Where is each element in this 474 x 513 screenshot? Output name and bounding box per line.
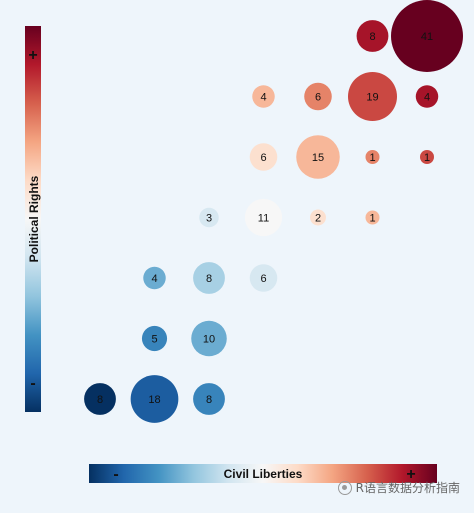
bubble: 5 bbox=[141, 325, 168, 352]
bubble-label: 8 bbox=[206, 273, 212, 285]
bubble: 8 bbox=[193, 262, 225, 294]
bubble: 8 bbox=[84, 383, 116, 415]
bubble-circle bbox=[199, 207, 219, 228]
bubble-label: 3 bbox=[206, 213, 212, 225]
bubble: 1 bbox=[365, 150, 380, 164]
bubble-layer: 8 18 85 104 8 63 11 2 16 15 1 14 6 19 48 41 bbox=[84, 0, 463, 423]
bubble-label: 19 bbox=[366, 92, 378, 104]
bubble: 6 bbox=[304, 82, 332, 111]
bubble-label: 2 bbox=[315, 213, 321, 225]
bubble-circle bbox=[365, 150, 380, 164]
bubble-circle bbox=[365, 210, 380, 225]
bubble: 1 bbox=[420, 150, 434, 164]
bubble-label: 4 bbox=[151, 273, 157, 285]
bubble-circle bbox=[191, 320, 227, 357]
bubble-label: 8 bbox=[369, 31, 375, 43]
bubble-circle bbox=[420, 150, 434, 164]
bubble: 18 bbox=[130, 375, 179, 423]
x-axis-title: Civil Liberties bbox=[224, 467, 303, 481]
bubble-circle bbox=[296, 135, 340, 179]
bubble: 2 bbox=[310, 209, 326, 226]
y-colorbar bbox=[25, 26, 41, 412]
bubble-circle bbox=[84, 383, 116, 415]
bubble-label: 1 bbox=[369, 213, 375, 225]
bubble-label: 10 bbox=[203, 334, 215, 346]
bubble: 8 bbox=[356, 20, 389, 52]
bubble: 8 bbox=[193, 383, 225, 415]
bubble-circle bbox=[130, 375, 179, 423]
bubble-circle bbox=[193, 262, 225, 294]
y-high-label: + bbox=[28, 47, 37, 64]
bubble-label: 5 bbox=[151, 334, 157, 346]
x-colorbar bbox=[89, 464, 437, 483]
bubble-circle bbox=[249, 143, 278, 171]
bubble-label: 1 bbox=[424, 152, 430, 164]
bubble-circle bbox=[310, 209, 326, 226]
bubble-circle bbox=[244, 198, 283, 237]
bubble-label: 4 bbox=[260, 92, 266, 104]
bubble-label: 41 bbox=[421, 31, 433, 43]
x-high-label: + bbox=[406, 466, 415, 483]
bubble-circle bbox=[347, 71, 398, 122]
bubble-circle bbox=[304, 82, 332, 111]
y-axis-title: Political Rights bbox=[27, 175, 41, 262]
bubble: 19 bbox=[347, 71, 398, 122]
y-low-label: - bbox=[30, 375, 35, 392]
bubble-circle bbox=[252, 85, 275, 108]
x-low-label: - bbox=[113, 466, 118, 483]
bubble: 4 bbox=[252, 85, 275, 108]
bubble: 4 bbox=[143, 266, 166, 290]
bubble-circle bbox=[193, 383, 225, 415]
bubble-circle bbox=[391, 0, 463, 72]
bubble-label: 11 bbox=[258, 213, 269, 225]
bubble-circle bbox=[415, 85, 439, 108]
bubble-label: 8 bbox=[97, 394, 103, 406]
bubble-label: 6 bbox=[315, 92, 321, 104]
bubble-label: 6 bbox=[260, 273, 266, 285]
bubble: 6 bbox=[249, 143, 278, 171]
bubble: 1 bbox=[365, 210, 380, 225]
bubble-label: 1 bbox=[369, 152, 375, 164]
bubble-circle bbox=[356, 20, 389, 52]
bubble-label: 15 bbox=[312, 152, 324, 164]
bubble-circle bbox=[249, 264, 278, 292]
bubble: 10 bbox=[191, 320, 227, 357]
watermark: R语言数据分析指南 bbox=[337, 479, 460, 496]
bubble: 4 bbox=[415, 85, 439, 108]
bubble-circle bbox=[141, 325, 168, 352]
wechat-icon bbox=[337, 480, 352, 495]
watermark-text: R语言数据分析指南 bbox=[355, 481, 460, 495]
bubble-label: 6 bbox=[260, 152, 266, 164]
bubble: 11 bbox=[244, 198, 283, 237]
bubble-label: 8 bbox=[206, 394, 212, 406]
bubble: 41 bbox=[391, 0, 463, 72]
bubble-label: 4 bbox=[424, 92, 430, 104]
bubble: 6 bbox=[249, 264, 278, 292]
bubble-label: 18 bbox=[148, 394, 160, 406]
bubble-circle bbox=[143, 266, 166, 290]
bubble: 3 bbox=[199, 207, 219, 228]
bubble: 15 bbox=[296, 135, 340, 179]
